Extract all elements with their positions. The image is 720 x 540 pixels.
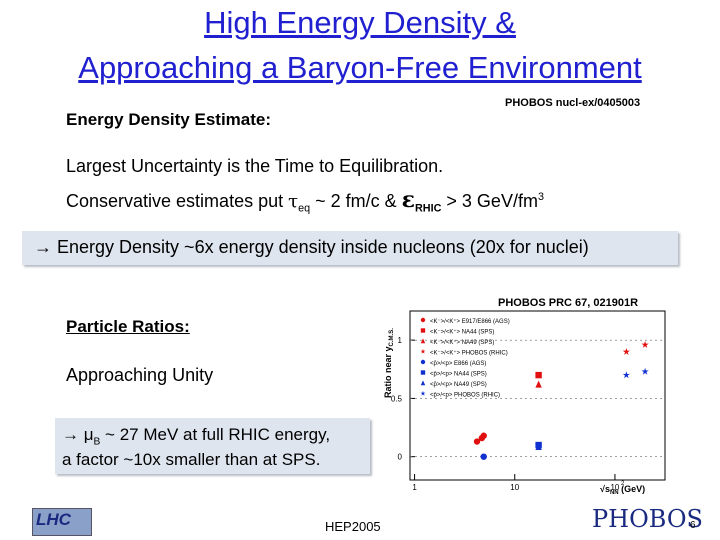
x-axis-label: √s [600, 484, 610, 494]
title: High Energy Density & [204, 5, 516, 40]
highlight-text: → μB ~ 27 MeV at full RHIC energy, [62, 425, 330, 447]
legend-entry: <p̄>/<p> NA44 (SPS) [430, 372, 487, 378]
page-number: 6 [690, 520, 696, 531]
marker [535, 380, 542, 388]
legend-entry: <p̄>/<p> NA49 (SPS) [430, 382, 487, 388]
logo-text: LHC [36, 510, 71, 529]
text: Conservative estimates put [66, 191, 289, 211]
superscript: 3 [537, 191, 544, 203]
heading: Energy Density Estimate: [66, 110, 272, 129]
y-tick-label: 0 [398, 453, 403, 462]
plot-frame [409, 310, 666, 481]
text: ~ 2 fm/c & [310, 191, 402, 211]
logo [32, 508, 92, 536]
legend-entry: <K⁻>/<K⁺> PHOBOS (RHIC) [430, 350, 508, 357]
legend-entry: <p̄>/<p> E866 (AGS) [430, 361, 486, 367]
marker [535, 442, 542, 450]
x-tick-sup: 2 [621, 481, 625, 487]
marker [535, 371, 542, 379]
x-tick-label: 10 [610, 483, 619, 492]
marker [480, 432, 487, 439]
reference: PHOBOS nucl-ex/0405003 [505, 97, 641, 109]
text: Approaching Unity [66, 365, 214, 385]
reference: PHOBOS PRC 67, 021901R [498, 297, 639, 309]
subscript: B [93, 436, 101, 448]
x-tick-label: 10 [510, 483, 519, 492]
marker [641, 367, 649, 375]
y-axis-label-sub: C.M.S. [389, 328, 395, 347]
legend-entry: <K⁻>/<K⁺> E917/E866 (AGS) [430, 318, 510, 325]
subscript: eq [298, 202, 311, 215]
marker [480, 453, 487, 460]
marker [473, 438, 481, 445]
marker [622, 371, 631, 379]
y-tick-label: 0.5 [391, 394, 403, 403]
text: → [62, 425, 84, 444]
legend-marker [420, 338, 426, 344]
title: Approaching a Baryon-Free Environment [78, 50, 642, 85]
legend-marker [420, 359, 426, 365]
y-axis-label: Ratio near yC.M.S. [383, 328, 395, 398]
x-tick-label: 1 [412, 483, 417, 492]
subscript: RHIC [415, 202, 442, 215]
legend-marker [420, 370, 426, 375]
text: ~ 27 MeV at full RHIC energy, [100, 425, 331, 444]
x-axis-label: (GeV) [619, 484, 646, 494]
logo-text: PHOBOS [592, 505, 703, 533]
highlight-box [22, 231, 678, 265]
symbol: τ [288, 191, 299, 212]
legend-marker [420, 317, 426, 323]
x-axis-label-sub: NN [610, 490, 619, 496]
symbol: ε [401, 187, 415, 213]
legend-marker [420, 348, 426, 354]
legend-entry: <K⁻>/<K⁺> NA49 (SPS) [430, 339, 494, 346]
legend-entry: <p̄>/<p> PHOBOS (RHIC) [430, 393, 500, 399]
text: Largest Uncertainty is the Time to Equil… [66, 156, 444, 176]
y-tick-label: 1 [398, 336, 403, 345]
legend-marker [420, 390, 426, 396]
heading: Particle Ratios: [66, 317, 190, 336]
y-axis-label: Ratio near y [383, 346, 393, 398]
text: Conservative estimates put τeq ~ 2 fm/c … [66, 187, 544, 215]
footer-text: HEP2005 [325, 519, 381, 534]
legend-marker [420, 380, 426, 386]
marker [641, 340, 649, 348]
symbol: μ [83, 425, 94, 444]
legend-marker [420, 328, 426, 333]
marker [622, 347, 631, 355]
highlight-text: a factor ~10x smaller than at SPS. [62, 450, 321, 469]
highlight-box [55, 418, 370, 474]
x-axis-label: √sNN (GeV) [600, 484, 645, 496]
text: > 3 GeV/fm [441, 191, 538, 211]
highlight-text: → Energy Density ~6x energy density insi… [34, 237, 589, 257]
legend-entry: <K⁻>/<K⁺> NA44 (SPS) [430, 329, 494, 336]
